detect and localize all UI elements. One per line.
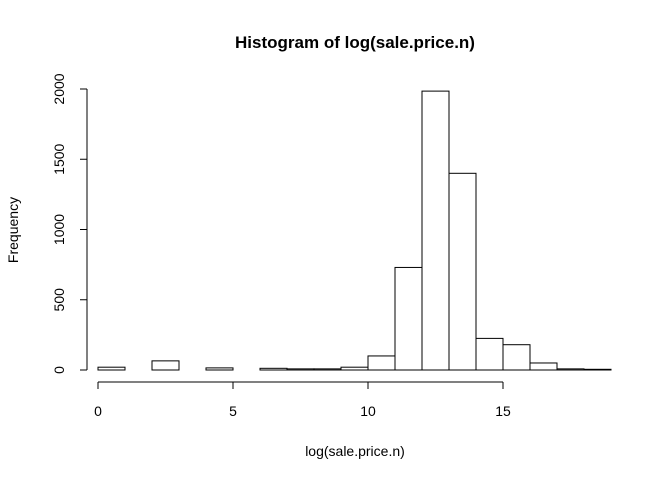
x-tick-label: 5: [229, 403, 237, 419]
y-axis-label: Frequency: [5, 197, 21, 263]
x-tick-label: 15: [495, 403, 511, 419]
histogram-bar: [394, 266, 423, 371]
histogram-bar: [367, 355, 396, 371]
histogram-bar: [448, 172, 477, 371]
histogram-bar: [502, 344, 531, 371]
x-axis: 0 5 10 15: [94, 381, 511, 419]
x-tick-label: 10: [360, 403, 376, 419]
y-tick-label: 1000: [51, 214, 67, 245]
bars-group: [97, 90, 612, 371]
x-tick-label: 0: [94, 403, 102, 419]
histogram-bar: [151, 360, 180, 371]
histogram-bar: [313, 368, 342, 371]
y-tick-label: 2000: [51, 73, 67, 104]
histogram-bar: [583, 368, 612, 371]
y-tick-label: 500: [51, 288, 67, 312]
chart-title: Histogram of log(sale.price.n): [235, 33, 475, 52]
y-tick-label: 1500: [51, 143, 67, 174]
histogram-bar: [529, 362, 558, 371]
histogram-bar: [475, 337, 504, 371]
histogram-bar: [205, 367, 234, 371]
histogram-bar: [259, 367, 288, 371]
y-axis: 0 500 1000 1500 2000: [51, 73, 88, 374]
histogram-bar: [286, 368, 315, 371]
histogram-bar: [97, 366, 126, 371]
y-tick-label: 0: [51, 366, 67, 374]
histogram-bar: [556, 368, 585, 371]
histogram-bar: [340, 366, 369, 371]
x-axis-label: log(sale.price.n): [305, 443, 405, 459]
histogram-bar: [421, 90, 450, 371]
